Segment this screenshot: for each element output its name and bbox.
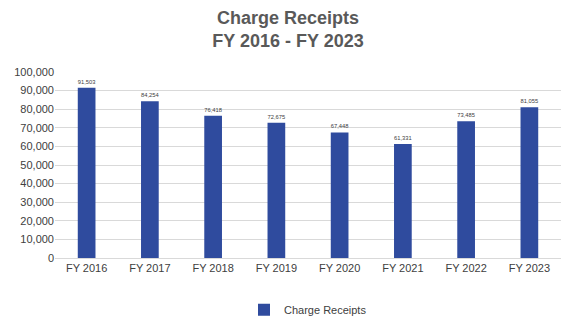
svg-text:20,000: 20,000 bbox=[20, 215, 54, 227]
svg-text:60,000: 60,000 bbox=[20, 140, 54, 152]
svg-text:Charge Receipts: Charge Receipts bbox=[284, 304, 366, 316]
svg-text:100,000: 100,000 bbox=[14, 66, 54, 78]
svg-text:FY 2017: FY 2017 bbox=[129, 262, 170, 274]
svg-text:80,000: 80,000 bbox=[20, 103, 54, 115]
svg-text:40,000: 40,000 bbox=[20, 177, 54, 189]
svg-text:90,000: 90,000 bbox=[20, 84, 54, 96]
svg-text:73,485: 73,485 bbox=[457, 112, 475, 118]
svg-text:FY 2021: FY 2021 bbox=[382, 262, 423, 274]
svg-text:0: 0 bbox=[48, 252, 54, 264]
svg-text:84,254: 84,254 bbox=[141, 92, 159, 98]
svg-text:10,000: 10,000 bbox=[20, 233, 54, 245]
svg-text:30,000: 30,000 bbox=[20, 196, 54, 208]
svg-text:FY 2016: FY 2016 bbox=[66, 262, 107, 274]
svg-text:FY 2022: FY 2022 bbox=[445, 262, 486, 274]
svg-text:FY 2018: FY 2018 bbox=[192, 262, 233, 274]
svg-text:81,055: 81,055 bbox=[521, 98, 539, 104]
svg-text:72,675: 72,675 bbox=[268, 114, 286, 120]
svg-text:70,000: 70,000 bbox=[20, 122, 54, 134]
svg-text:Charge ReceiptsFY 2016 - FY 20: Charge ReceiptsFY 2016 - FY 2023 bbox=[212, 8, 363, 51]
svg-text:67,448: 67,448 bbox=[331, 123, 349, 129]
svg-text:FY 2020: FY 2020 bbox=[319, 262, 360, 274]
svg-text:76,418: 76,418 bbox=[204, 107, 222, 113]
svg-text:FY 2023: FY 2023 bbox=[509, 262, 550, 274]
svg-text:91,503: 91,503 bbox=[78, 79, 96, 85]
svg-text:FY 2019: FY 2019 bbox=[256, 262, 297, 274]
svg-text:61,331: 61,331 bbox=[394, 135, 412, 141]
svg-text:50,000: 50,000 bbox=[20, 159, 54, 171]
